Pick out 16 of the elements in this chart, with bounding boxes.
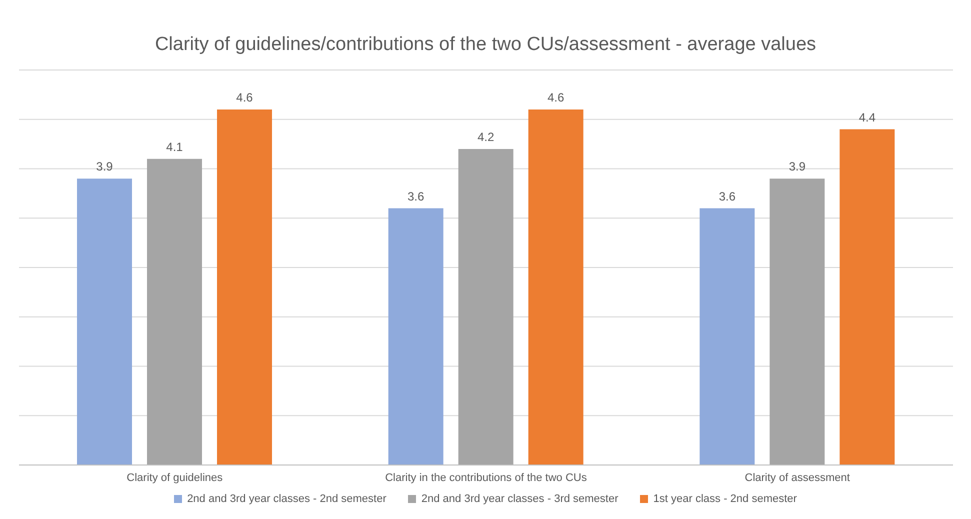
x-tick-label: Clarity of guidelines	[126, 472, 224, 484]
legend-label: 2nd and 3rd year classes - 2nd semester	[186, 493, 386, 505]
data-label: 4.2	[477, 130, 494, 144]
x-tick-label: Clarity in the contributions of the two CUs	[385, 472, 588, 484]
data-label: 3.9	[96, 160, 114, 174]
data-label: 3.6	[718, 189, 736, 204]
data-label: 4.6	[236, 90, 254, 104]
legend-label: 1st year class - 2nd semester	[652, 493, 797, 505]
data-label: 3.9	[788, 160, 806, 174]
data-label: 3.6	[407, 189, 424, 204]
data-label: 4.6	[547, 90, 564, 104]
data-label: 4.1	[166, 140, 184, 154]
x-tick-label: Clarity of assessment	[744, 472, 850, 484]
legend-label: 2nd and 3rd year classes - 3rd semester	[420, 493, 618, 505]
chart-title: Clarity of guidelines/contributions of the two CUs/assessment - average values	[154, 34, 818, 56]
data-label: 4.4	[858, 110, 876, 124]
